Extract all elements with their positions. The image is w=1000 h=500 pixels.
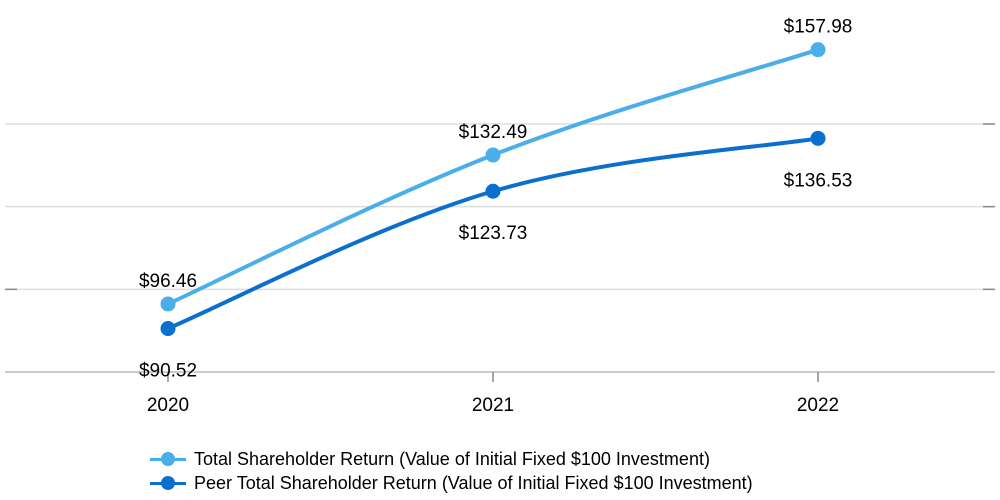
series-points	[160, 42, 826, 337]
data-point	[810, 130, 826, 146]
data-point	[160, 296, 176, 312]
line-chart: 2020 2021 2022 $96.46$132.49$157.98$90.52$…	[5, 17, 995, 416]
x-tick-label: 2020	[147, 395, 189, 416]
series-line-0	[166, 47, 820, 306]
gridlines	[5, 123, 995, 291]
legend-item-peer-total-shareholder-return: Peer Total Shareholder Return (Value of …	[150, 471, 753, 495]
data-labels: $96.46 $132.49 $157.98 $90.52 $123.73 $136.53	[139, 17, 852, 382]
data-label: $96.46	[139, 271, 197, 292]
data-label: $123.73	[459, 223, 528, 244]
data-point	[810, 42, 826, 58]
data-point	[160, 321, 176, 337]
data-point	[485, 147, 501, 163]
data-label: $157.98	[784, 17, 853, 38]
legend-swatch-total	[150, 447, 186, 471]
data-label: $132.49	[459, 122, 528, 143]
x-tick-label: 2021	[472, 395, 514, 416]
legend: Total Shareholder Return (Value of Initi…	[150, 447, 753, 495]
data-point	[485, 183, 501, 199]
legend-label-peer: Peer Total Shareholder Return (Value of …	[194, 472, 753, 493]
legend-item-total-shareholder-return: Total Shareholder Return (Value of Initi…	[150, 447, 753, 471]
legend-swatch-peer	[150, 471, 186, 495]
data-label: $136.53	[784, 170, 853, 191]
data-label: $90.52	[139, 361, 197, 382]
x-tick-label: 2022	[797, 395, 839, 416]
x-axis: 2020 2021 2022	[5, 371, 995, 416]
legend-label-total: Total Shareholder Return (Value of Initi…	[194, 448, 710, 469]
